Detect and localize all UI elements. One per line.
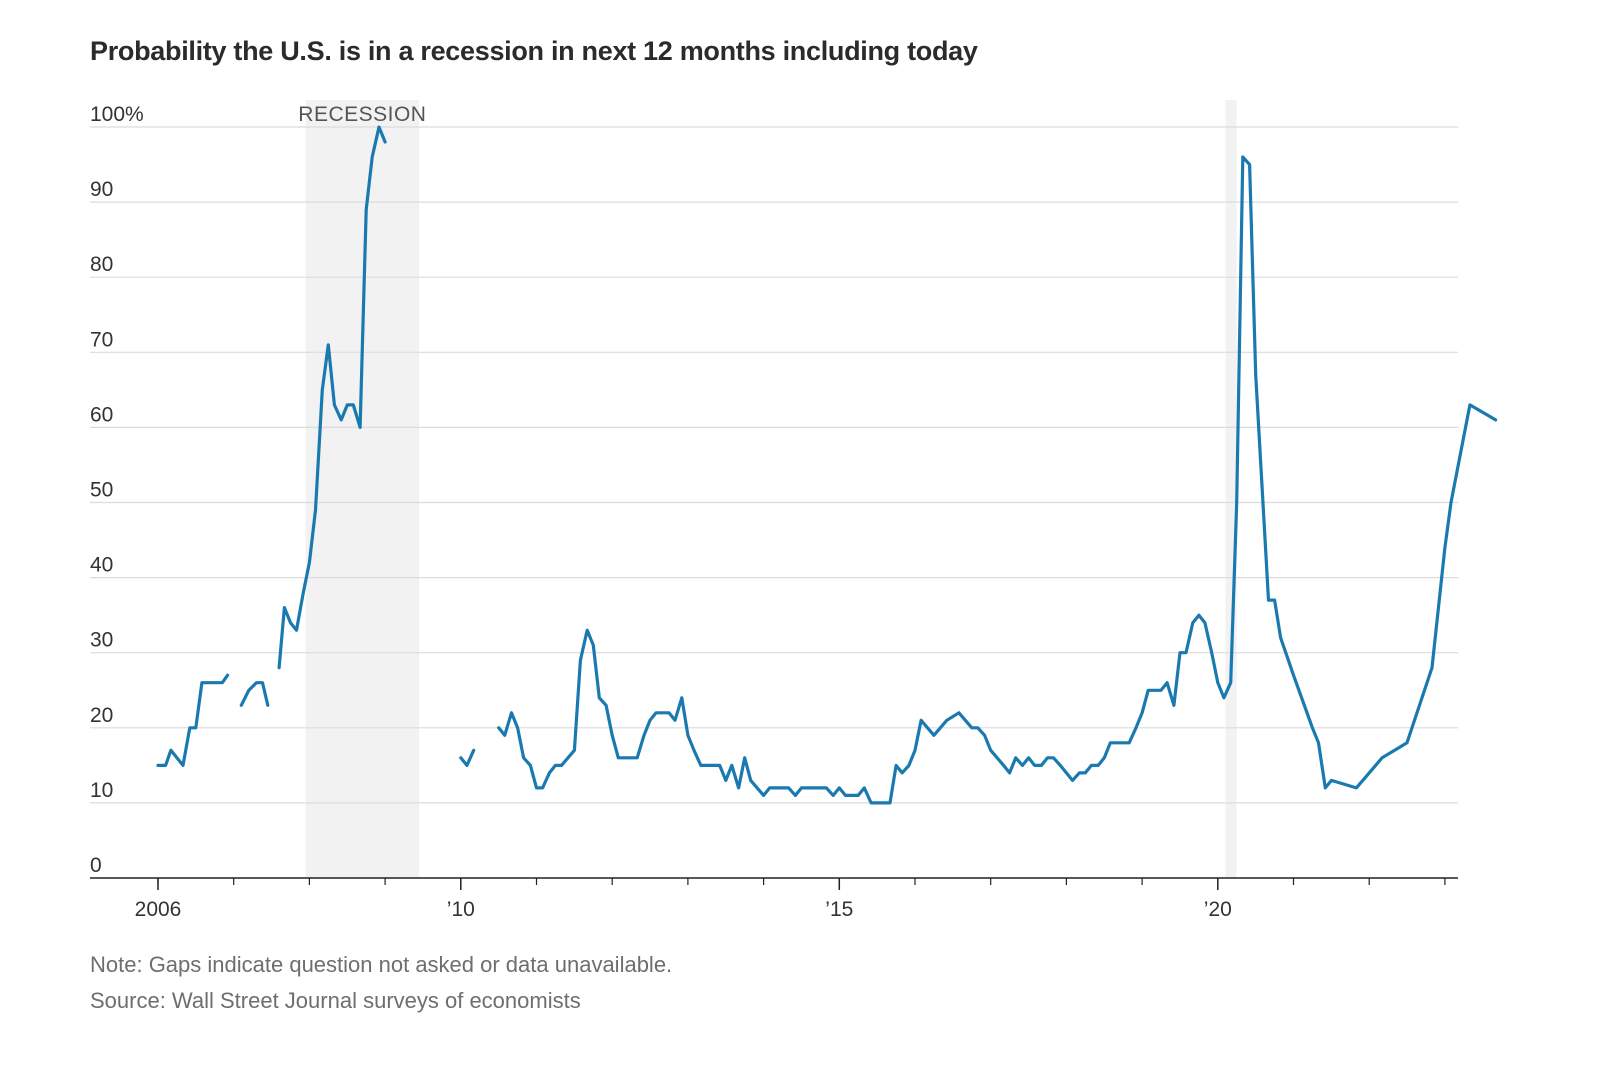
gridlines: [90, 126, 1458, 804]
y-tick-label: 40: [90, 554, 113, 577]
chart-note: Note: Gaps indicate question not asked o…: [90, 952, 673, 977]
recession-label: RECESSION: [298, 103, 426, 126]
y-tick-label: 30: [90, 629, 113, 652]
recession-bands: RECESSION: [298, 100, 1237, 878]
recession-band: [305, 100, 420, 878]
y-tick-label: 50: [90, 479, 113, 502]
y-tick-label: 80: [90, 253, 113, 276]
y-tick-label: 60: [90, 403, 113, 426]
x-tick-label: ’15: [825, 898, 853, 921]
line-chart: RECESSION 0 10 20 30 40 50 60 70 80 90 100% 2006 ’1…: [90, 100, 1498, 921]
chart-source: Source: Wall Street Journal surveys of e…: [90, 988, 581, 1013]
series-line-segment: [156, 673, 230, 767]
series-line-segment: [459, 748, 476, 767]
y-tick-label: 20: [90, 704, 113, 727]
series-line-segment: [497, 155, 1498, 805]
y-axis-ticks: 0 10 20 30 40 50 60 70 80 90 100%: [90, 103, 144, 877]
chart-title: Probability the U.S. is in a recession i…: [90, 36, 978, 66]
recession-band: [1225, 100, 1237, 878]
y-tick-label: 100%: [90, 103, 144, 126]
x-tick-label: 2006: [135, 898, 182, 921]
x-axis: 2006 ’10 ’15 ’20: [90, 877, 1458, 921]
x-tick-label: ’10: [447, 898, 475, 921]
y-tick-label: 90: [90, 178, 113, 201]
series-line-segment: [277, 125, 387, 670]
y-tick-label: 70: [90, 328, 113, 351]
x-tick-label: ’20: [1204, 898, 1232, 921]
series-probability: [156, 125, 1498, 805]
y-tick-label: 0: [90, 854, 102, 877]
series-line-segment: [239, 681, 270, 707]
y-tick-label: 10: [90, 779, 113, 802]
